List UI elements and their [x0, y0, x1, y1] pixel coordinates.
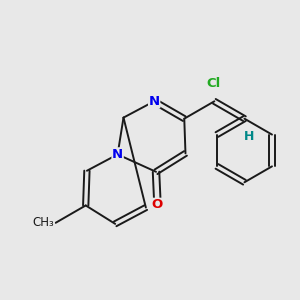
Text: N: N [112, 148, 123, 161]
Text: O: O [152, 198, 163, 211]
Text: Cl: Cl [207, 76, 221, 89]
Text: H: H [244, 130, 254, 143]
Text: N: N [148, 95, 160, 108]
Text: CH₃: CH₃ [32, 216, 54, 229]
